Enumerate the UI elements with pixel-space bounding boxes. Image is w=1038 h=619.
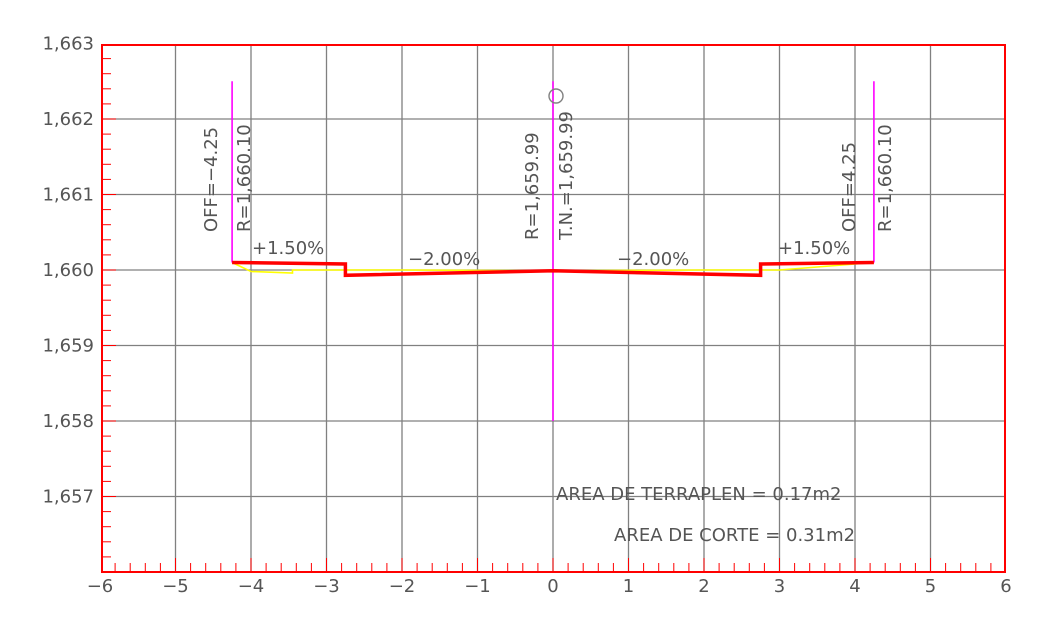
slope-left-outer-label: +1.50% <box>252 238 324 259</box>
x-axis-tick-labels: −6 −5 −4 −3 −2 −1 0 1 2 3 4 5 6 <box>87 576 1012 597</box>
x-tick-label: −3 <box>313 576 340 597</box>
y-axis-tick-labels: 1,663 1,662 1,661 1,660 1,659 1,658 1,657 <box>42 34 94 508</box>
y-tick-label: 1,658 <box>42 411 94 432</box>
terrain-center-label: T.N.=1,659.99 <box>556 111 577 241</box>
y-tick-label: 1,660 <box>42 260 94 281</box>
area-cut-label: AREA DE CORTE = 0.31m2 <box>614 525 855 546</box>
series-design <box>232 260 874 278</box>
x-tick-label: −5 <box>162 576 189 597</box>
y-tick-label: 1,661 <box>42 185 94 206</box>
x-tick-label: −2 <box>389 576 416 597</box>
plot-frame <box>101 44 1006 573</box>
x-tick-label: −6 <box>87 576 114 597</box>
x-tick-label: 5 <box>925 576 936 597</box>
offset-left-label: OFF=−4.25 <box>201 127 222 232</box>
slope-left-inner-label: −2.00% <box>408 249 480 270</box>
slope-right-outer-label: +1.50% <box>778 238 850 259</box>
elevation-left-label: R=1,660.10 <box>234 124 255 232</box>
elevation-right-label: R=1,660.10 <box>875 124 896 232</box>
x-tick-label: 3 <box>774 576 785 597</box>
x-tick-label: 6 <box>1000 576 1011 597</box>
slope-right-inner-label: −2.00% <box>617 249 689 270</box>
y-tick-label: 1,657 <box>42 487 94 508</box>
x-tick-label: 4 <box>849 576 860 597</box>
elevation-center-label: R=1,659.99 <box>522 132 543 240</box>
minor-tick-marks <box>102 58 992 573</box>
offset-right-label: OFF=4.25 <box>839 142 860 232</box>
centerline-marker-icon <box>548 88 564 104</box>
x-tick-label: 2 <box>698 576 709 597</box>
x-tick-label: 1 <box>623 576 634 597</box>
y-tick-label: 1,659 <box>42 336 94 357</box>
y-tick-label: 1,662 <box>42 109 94 130</box>
series-terrain <box>231 261 874 274</box>
x-tick-label: 0 <box>547 576 558 597</box>
y-tick-label: 1,663 <box>42 34 94 55</box>
x-tick-label: −1 <box>464 576 491 597</box>
x-tick-label: −4 <box>238 576 265 597</box>
area-fill-label: AREA DE TERRAPLEN = 0.17m2 <box>556 484 841 505</box>
section-series <box>231 81 875 421</box>
